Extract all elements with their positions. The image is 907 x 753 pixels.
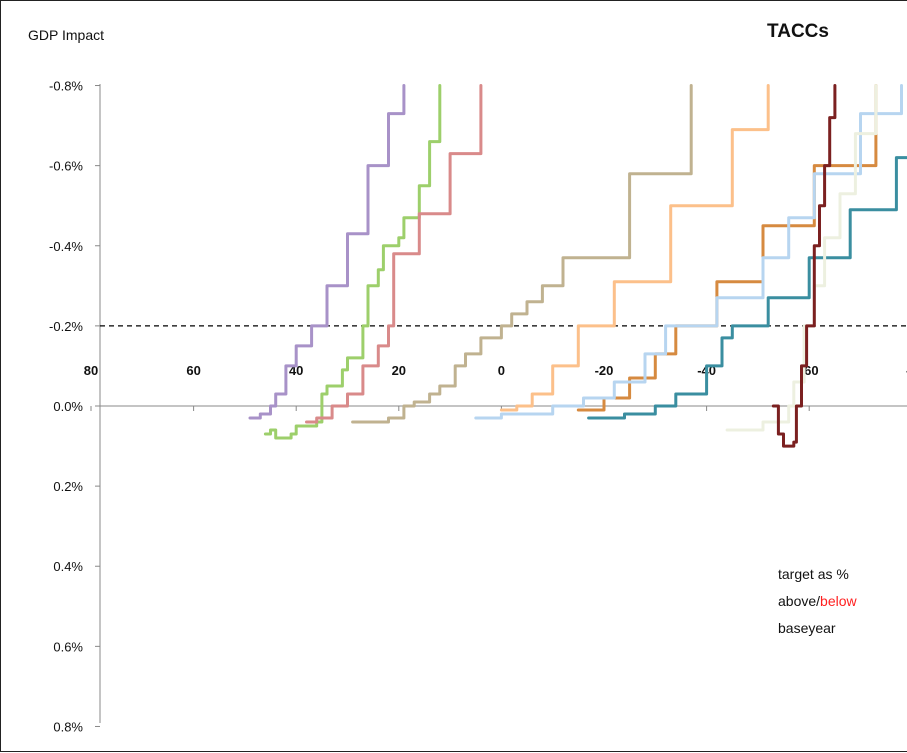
chart-title: TACCs xyxy=(767,21,829,42)
x-tick-label: 60 xyxy=(186,363,200,378)
annotation-line-3: baseyear xyxy=(778,620,836,636)
x-tick-label: 20 xyxy=(392,363,406,378)
annotation-line-1: target as % xyxy=(778,566,849,582)
series-line-3 xyxy=(305,84,483,424)
y-tick-label: 0.6% xyxy=(53,639,83,654)
series-line-5 xyxy=(499,84,770,412)
series-line-1 xyxy=(248,84,406,420)
annotation-above: above/ xyxy=(778,593,820,609)
y-tick-label: 0.2% xyxy=(53,479,83,494)
series-line-6 xyxy=(576,84,878,412)
series-group xyxy=(248,84,907,448)
x-tick-label: 80 xyxy=(84,363,98,378)
y-tick-label: -0.4% xyxy=(49,239,83,254)
y-tick-label: -0.6% xyxy=(49,159,83,174)
y-tick-label: 0.0% xyxy=(53,399,83,414)
series-line-4 xyxy=(351,84,693,424)
series-line-8 xyxy=(587,156,907,420)
annotation-line-2: above/below xyxy=(778,593,858,609)
y-tick-label: -0.8% xyxy=(49,79,83,94)
series-line-7 xyxy=(474,84,903,420)
y-tick-label: 0.4% xyxy=(53,559,83,574)
annotation-below: below xyxy=(820,593,857,609)
y-axis-label: GDP Impact xyxy=(28,27,104,43)
x-tick-label: -20 xyxy=(595,363,614,378)
series-line-10 xyxy=(771,84,837,448)
y-tick-label: 0.8% xyxy=(53,719,83,734)
y-tick-label: -0.2% xyxy=(49,319,83,334)
x-tick-label: 0 xyxy=(498,363,505,378)
series-line-2 xyxy=(263,84,442,440)
